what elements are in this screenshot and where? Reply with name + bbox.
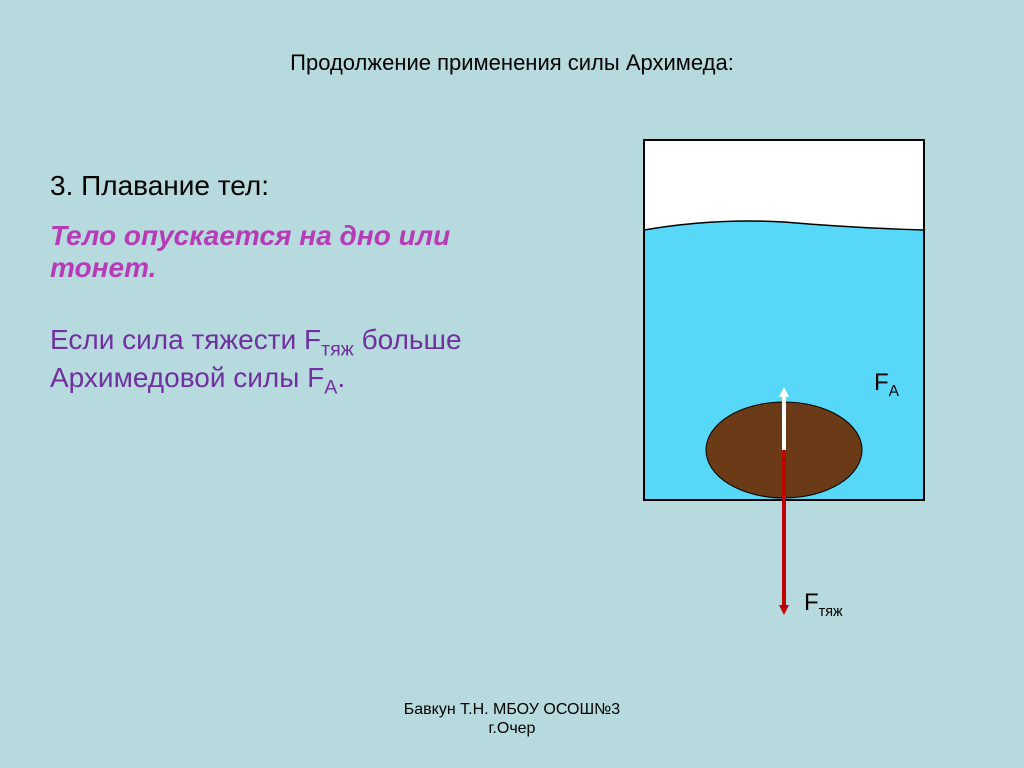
diagram-svg: FAFтяж	[624, 130, 944, 620]
body-sub1: тяж	[321, 339, 354, 361]
emphasis-line: Тело опускается на дно или тонет.	[50, 220, 470, 284]
footer: Бавкун Т.Н. МБОУ ОСОШ№3 г.Очер	[0, 700, 1024, 738]
body-paragraph: Если сила тяжести Fтяж больше Архимедово…	[50, 324, 470, 399]
left-column: 3. Плавание тел: Тело опускается на дно …	[50, 170, 470, 399]
body-prefix: Если сила тяжести F	[50, 324, 321, 355]
diagram: FAFтяж	[624, 130, 944, 625]
footer-line2: г.Очер	[0, 719, 1024, 738]
slide: Продолжение применения силы Архимеда: 3.…	[0, 0, 1024, 768]
svg-text:Fтяж: Fтяж	[804, 589, 843, 620]
slide-title: Продолжение применения силы Архимеда:	[0, 50, 1024, 76]
section-heading: 3. Плавание тел:	[50, 170, 470, 202]
body-sub2: A	[324, 376, 337, 398]
emphasis-text: Тело опускается на дно или тонет.	[50, 220, 450, 283]
title-text: Продолжение применения силы Архимеда:	[290, 50, 734, 75]
footer-line1: Бавкун Т.Н. МБОУ ОСОШ№3	[0, 700, 1024, 719]
heading-text: 3. Плавание тел:	[50, 170, 269, 201]
body-suffix: .	[337, 362, 345, 393]
